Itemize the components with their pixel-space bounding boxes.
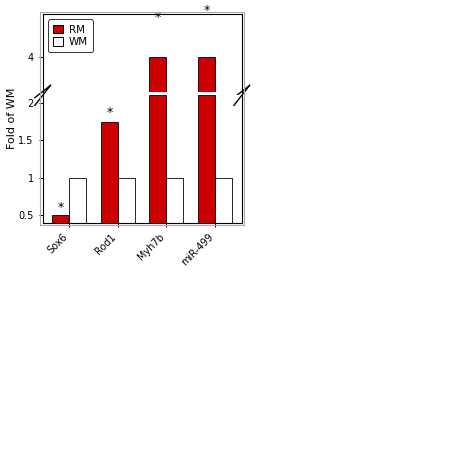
- Bar: [215, 178, 232, 223]
- Bar: [52, 215, 69, 223]
- Text: *: *: [106, 106, 112, 119]
- Text: *: *: [155, 11, 161, 24]
- Bar: [198, 57, 215, 91]
- Bar: [69, 178, 86, 223]
- Bar: [101, 122, 118, 223]
- Bar: [149, 57, 166, 91]
- Bar: [166, 178, 183, 223]
- Legend: RM, WM: RM, WM: [48, 19, 93, 53]
- Text: *: *: [203, 3, 210, 17]
- Text: *: *: [58, 201, 64, 214]
- Text: Fold of WM: Fold of WM: [7, 88, 17, 149]
- Bar: [149, 95, 166, 223]
- Bar: [198, 95, 215, 223]
- Bar: [118, 178, 135, 223]
